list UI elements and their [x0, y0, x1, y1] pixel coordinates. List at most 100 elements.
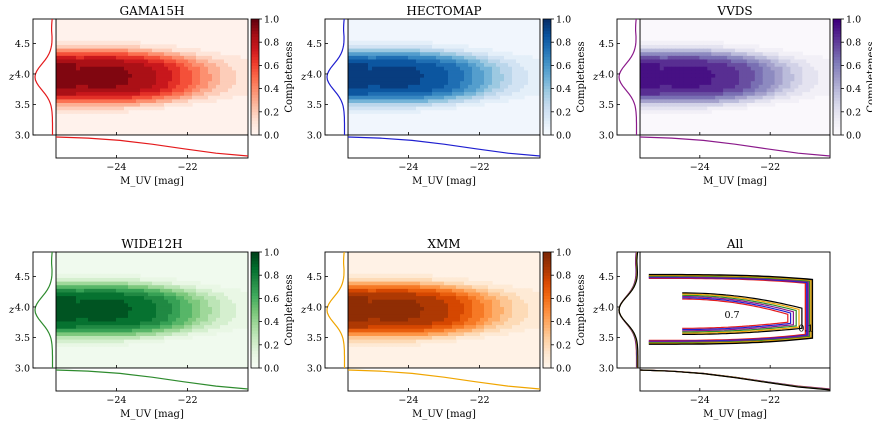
colorbar-step	[251, 45, 259, 49]
map-cell	[240, 291, 245, 297]
map-cell	[476, 48, 481, 53]
map-cell	[80, 335, 85, 340]
map-cell	[444, 51, 449, 56]
map-cell	[711, 58, 716, 64]
map-cell	[794, 77, 799, 82]
map-cell	[480, 58, 485, 64]
map-cell	[484, 48, 489, 53]
map-cell	[707, 69, 712, 74]
map-cell	[508, 324, 513, 329]
map-cell	[124, 69, 129, 74]
map-cell	[488, 313, 493, 318]
map-cell	[56, 328, 61, 333]
map-cell	[152, 91, 157, 96]
map-cell	[667, 51, 673, 56]
map-cell	[420, 62, 425, 67]
map-cell	[108, 281, 113, 286]
map-cell	[220, 84, 225, 89]
map-cell	[822, 58, 827, 64]
map-cell	[492, 77, 497, 82]
map-cell	[124, 284, 129, 289]
map-cell	[104, 310, 109, 315]
x-tick-label: −24	[398, 395, 418, 406]
z-distribution-line	[618, 18, 638, 135]
map-cell	[140, 317, 145, 322]
map-cell	[643, 109, 649, 114]
map-cell	[60, 335, 65, 340]
map-cell	[364, 342, 369, 347]
colorbar-step	[833, 42, 841, 46]
map-cell	[448, 317, 453, 322]
map-cell	[136, 339, 141, 344]
map-cell	[794, 66, 799, 71]
map-cell	[484, 62, 489, 67]
map-cell	[200, 284, 205, 289]
map-cell	[667, 106, 673, 111]
map-cell	[204, 320, 209, 326]
colorbar-step	[251, 269, 259, 273]
map-cell	[416, 73, 421, 78]
map-cell	[376, 277, 381, 282]
map-cell	[200, 87, 205, 93]
colorbar-tick-label: 0.8	[264, 271, 279, 282]
map-cell	[384, 273, 389, 278]
map-cell	[651, 84, 657, 89]
map-cell	[120, 109, 125, 114]
map-cell	[396, 273, 401, 278]
map-cell	[136, 324, 141, 329]
map-cell	[528, 295, 533, 300]
map-cell	[228, 320, 233, 326]
map-cell	[160, 62, 165, 67]
map-cell	[92, 55, 97, 60]
map-cell	[380, 55, 385, 60]
map-cell	[536, 73, 540, 78]
map-cell	[468, 58, 473, 64]
map-cell	[104, 281, 109, 286]
map-cell	[746, 87, 752, 93]
map-cell	[738, 58, 744, 64]
map-cell	[156, 324, 161, 329]
map-cell	[176, 299, 181, 304]
map-cell	[152, 44, 157, 49]
map-cell	[352, 44, 357, 49]
map-cell	[675, 73, 681, 78]
map-cell	[456, 284, 461, 289]
map-cell	[104, 69, 109, 74]
map-cell	[703, 84, 708, 89]
map-cell	[727, 58, 732, 64]
map-cell	[348, 109, 353, 114]
map-cell	[116, 87, 121, 93]
map-cell	[372, 44, 377, 49]
map-cell	[703, 48, 708, 53]
map-cell	[76, 58, 81, 64]
map-cell	[416, 77, 421, 82]
map-cell	[496, 291, 501, 297]
map-cell	[76, 299, 81, 304]
map-cell	[671, 77, 677, 82]
map-cell	[416, 80, 421, 85]
map-cell	[92, 284, 97, 289]
map-cell	[822, 66, 827, 71]
map-cell	[476, 306, 481, 311]
map-cell	[68, 80, 73, 85]
map-cell	[360, 44, 365, 49]
map-cell	[782, 91, 788, 96]
map-cell	[244, 313, 248, 318]
panel-wide12h: WIDE12H0.00.20.40.60.81.0Completeness3.0…	[8, 237, 295, 420]
map-cell	[512, 317, 517, 322]
map-cell	[798, 62, 803, 67]
map-cell	[388, 291, 393, 297]
map-cell	[368, 331, 373, 336]
map-cell	[504, 80, 509, 85]
map-cell	[60, 324, 65, 329]
map-cell	[456, 324, 461, 329]
map-cell	[671, 102, 677, 107]
map-cell	[244, 324, 248, 329]
map-cell	[376, 295, 381, 300]
map-cell	[128, 317, 133, 322]
map-cell	[504, 320, 509, 326]
contour-outer-vvds	[648, 276, 809, 343]
map-cell	[400, 98, 405, 103]
map-cell	[460, 328, 465, 333]
map-cell	[528, 306, 533, 311]
